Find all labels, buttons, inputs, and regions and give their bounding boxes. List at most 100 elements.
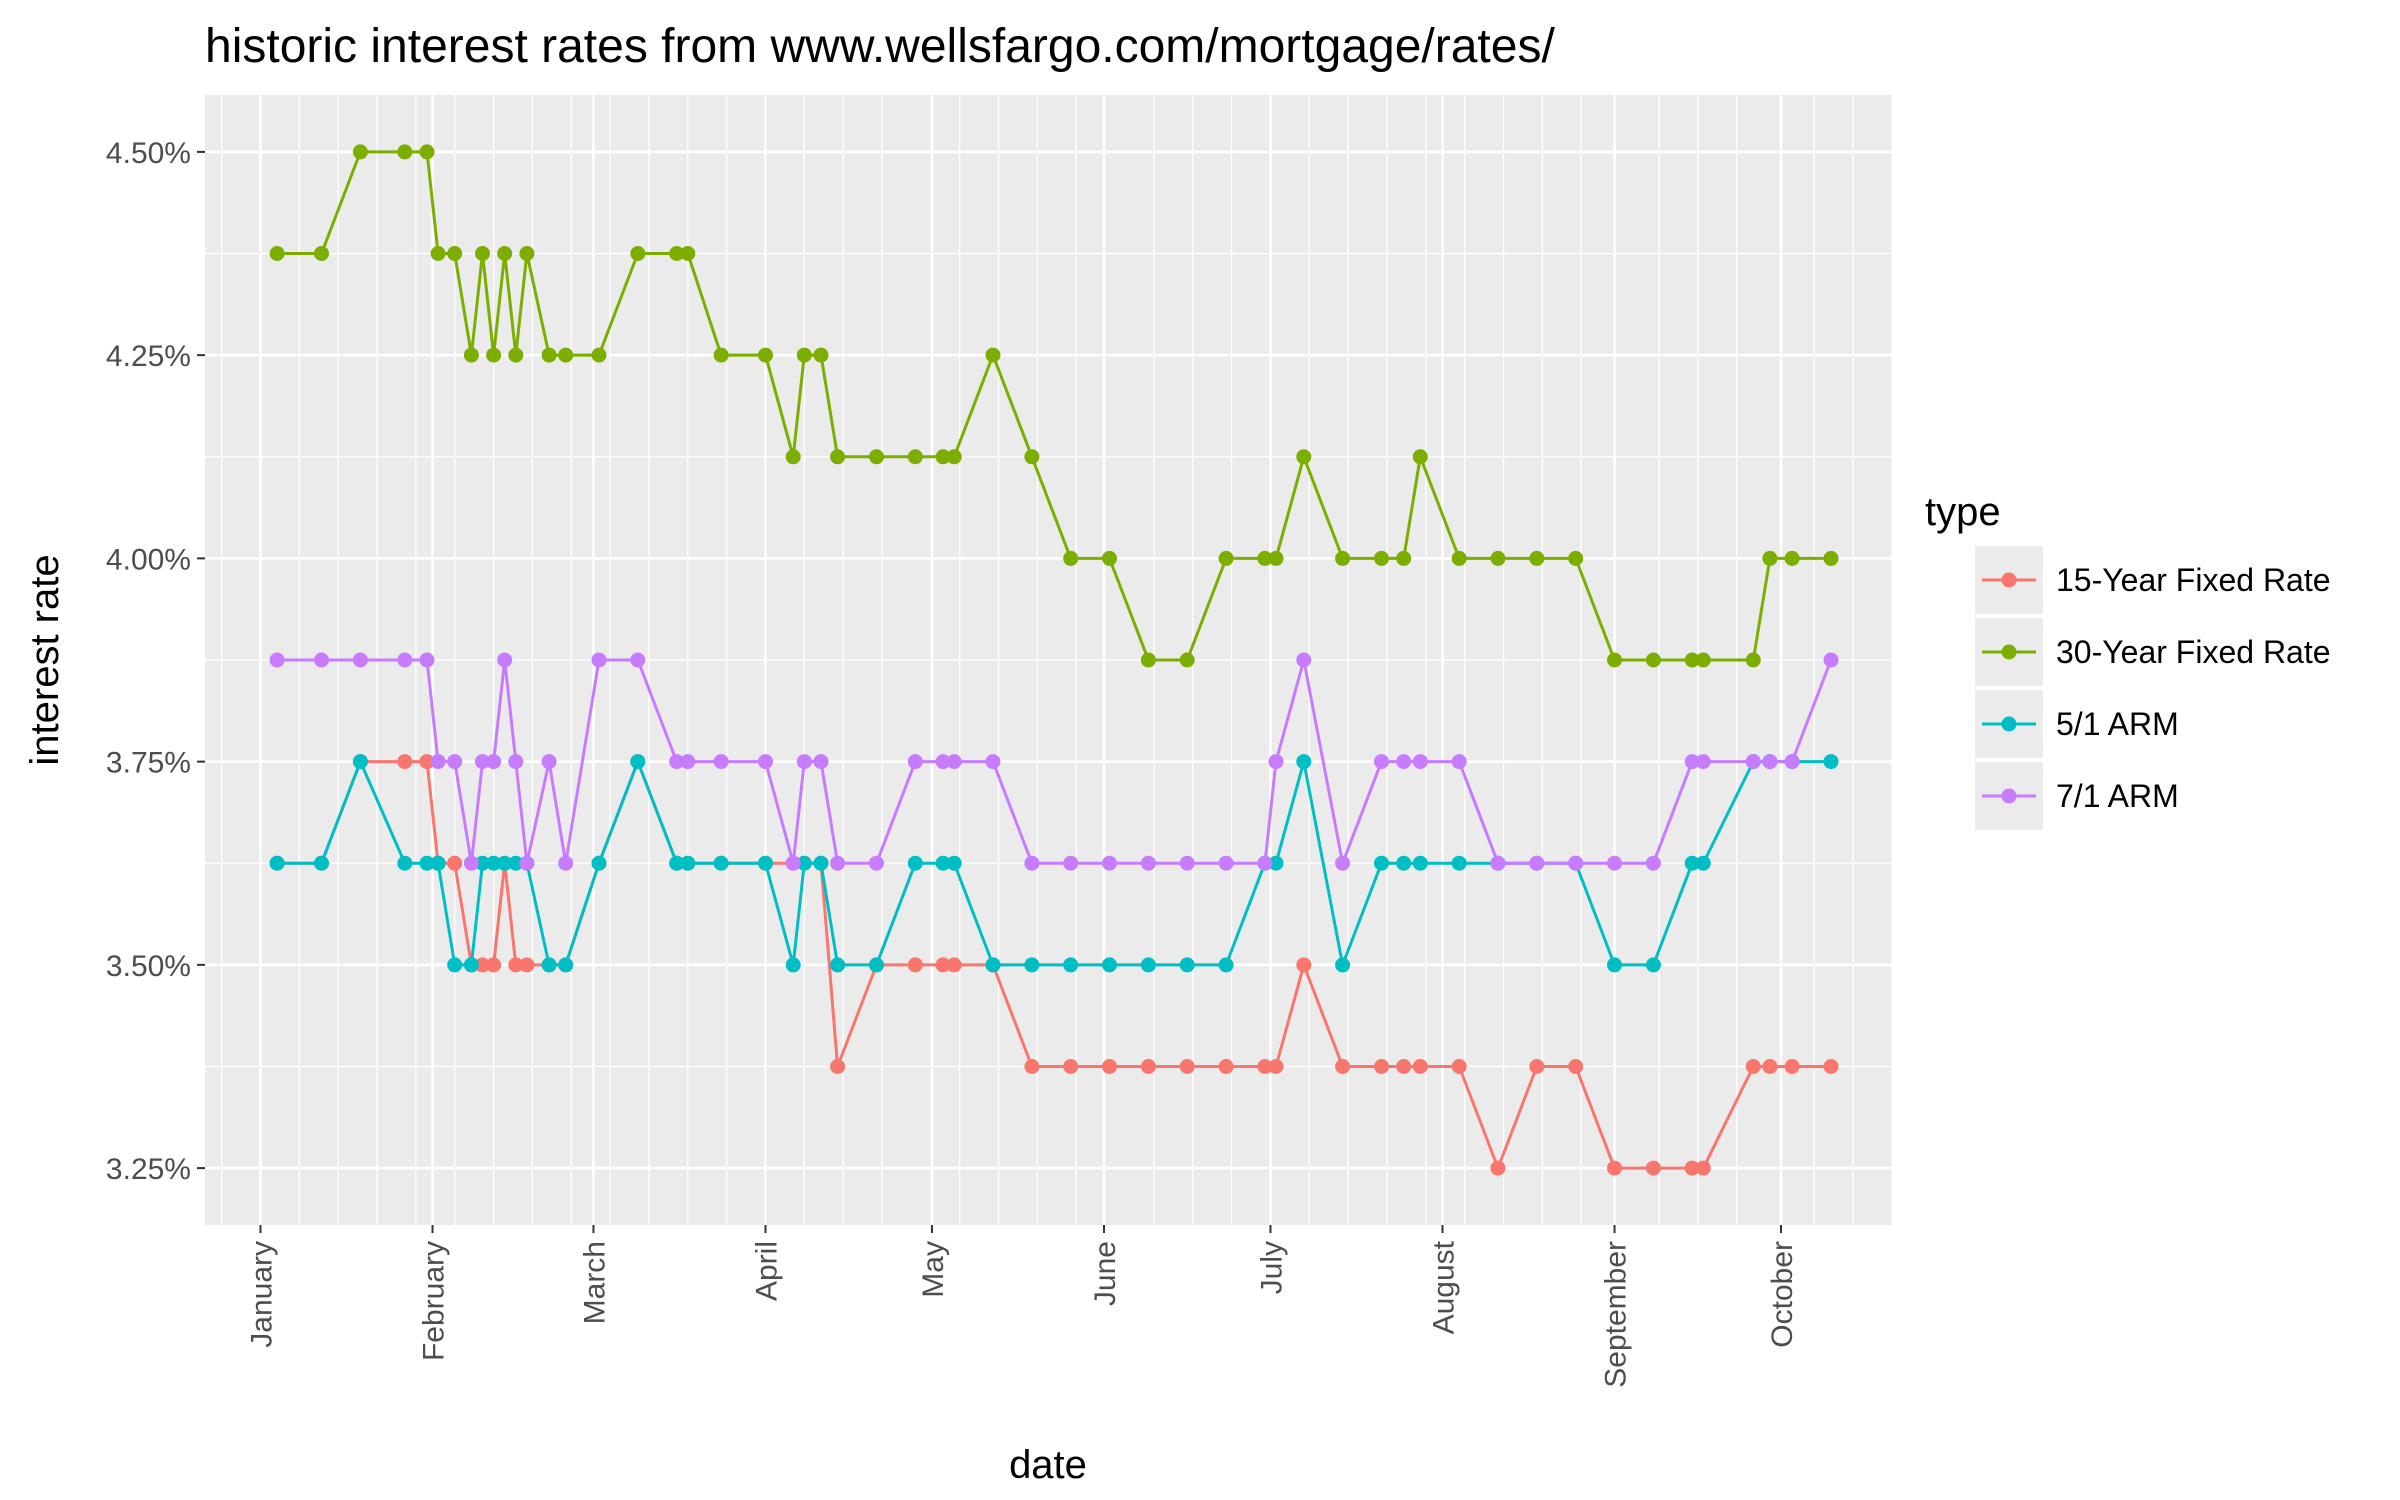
data-point [1140, 1059, 1156, 1074]
data-point [352, 144, 368, 160]
data-point [1140, 652, 1156, 668]
data-point [430, 855, 446, 871]
data-point [1568, 1059, 1584, 1074]
data-point [758, 855, 773, 871]
data-point [1529, 550, 1545, 566]
data-point [1218, 1059, 1234, 1074]
data-point [1745, 1059, 1761, 1074]
x-tick-label: June [1089, 1241, 1122, 1306]
data-point [1645, 652, 1661, 668]
data-point [680, 754, 696, 770]
data-point [1784, 550, 1800, 566]
data-point [397, 144, 413, 160]
data-point [475, 855, 490, 871]
data-point [869, 855, 884, 871]
x-tick-label: February [418, 1241, 451, 1361]
legend-title: type [1925, 490, 2001, 534]
data-point [1374, 754, 1389, 770]
data-point [1374, 1059, 1389, 1074]
data-point [1335, 957, 1351, 973]
data-point [1695, 754, 1711, 770]
data-point [1762, 754, 1778, 770]
data-point [269, 855, 285, 871]
data-point [519, 957, 535, 973]
data-point [630, 246, 646, 261]
data-point [397, 855, 413, 871]
data-point [630, 754, 646, 770]
data-point [785, 957, 801, 973]
x-tick-label: August [1428, 1240, 1461, 1334]
data-point [1335, 550, 1351, 566]
data-point [935, 957, 951, 973]
data-point [1490, 1160, 1506, 1176]
data-point [985, 957, 1001, 973]
data-point [1024, 957, 1040, 973]
data-point [314, 246, 329, 261]
data-point [508, 957, 524, 973]
data-point [1024, 1059, 1040, 1074]
data-point [1490, 855, 1506, 871]
data-point [1412, 855, 1428, 871]
data-point [869, 957, 884, 973]
legend-item: 7/1 ARM [1975, 762, 2179, 830]
data-point [352, 652, 368, 668]
legend-key-point [2001, 644, 2017, 660]
data-point [1335, 855, 1351, 871]
data-point [591, 855, 607, 871]
data-point [1451, 754, 1467, 770]
data-point [1396, 550, 1412, 566]
data-point [935, 855, 951, 871]
data-point [463, 957, 479, 973]
data-point [1296, 449, 1312, 465]
legend-item: 30-Year Fixed Rate [1975, 618, 2331, 686]
data-point [497, 246, 513, 261]
data-point [314, 652, 329, 668]
data-point [946, 855, 962, 871]
data-point [497, 652, 513, 668]
data-point [1695, 855, 1711, 871]
series-group [269, 652, 1839, 871]
data-point [1684, 1160, 1700, 1176]
data-point [352, 754, 368, 770]
data-point [419, 754, 435, 770]
data-point [1140, 957, 1156, 973]
data-point [1296, 754, 1312, 770]
data-point [669, 754, 685, 770]
data-point [830, 449, 846, 465]
data-point [1063, 855, 1079, 871]
legend-key-point [2001, 716, 2017, 732]
data-point [680, 855, 696, 871]
data-point [1607, 1160, 1622, 1176]
data-point [1218, 855, 1234, 871]
legend-key-point [2001, 572, 2017, 588]
axes-layer: 3.25% 3.50% 3.75% 4.00% 4.25% 4.50% January Feb… [106, 137, 1799, 1388]
data-point [541, 754, 557, 770]
legend: type 15-Year Fixed Rate 30-Year Fixed Rat… [1925, 490, 2331, 830]
data-point [447, 246, 463, 261]
data-point [813, 855, 829, 871]
data-point [1695, 652, 1711, 668]
data-point [419, 652, 435, 668]
data-point [1529, 855, 1545, 871]
data-point [713, 754, 729, 770]
data-point [946, 957, 962, 973]
data-point [869, 449, 884, 465]
data-point [397, 754, 413, 770]
data-point [1823, 1059, 1839, 1074]
data-point [1257, 550, 1273, 566]
data-point [1063, 550, 1079, 566]
data-point [1218, 550, 1234, 566]
data-point [430, 754, 446, 770]
data-point [1684, 652, 1700, 668]
data-point [463, 347, 479, 363]
data-point [1451, 855, 1467, 871]
data-point [314, 855, 329, 871]
data-point [813, 754, 829, 770]
legend-label: 15-Year Fixed Rate [2056, 562, 2331, 598]
x-tick-label: January [245, 1241, 278, 1348]
legend-key-point [2001, 788, 2017, 804]
data-point [1063, 957, 1079, 973]
data-point [1179, 1059, 1195, 1074]
data-point [558, 855, 574, 871]
data-point [1102, 957, 1117, 973]
